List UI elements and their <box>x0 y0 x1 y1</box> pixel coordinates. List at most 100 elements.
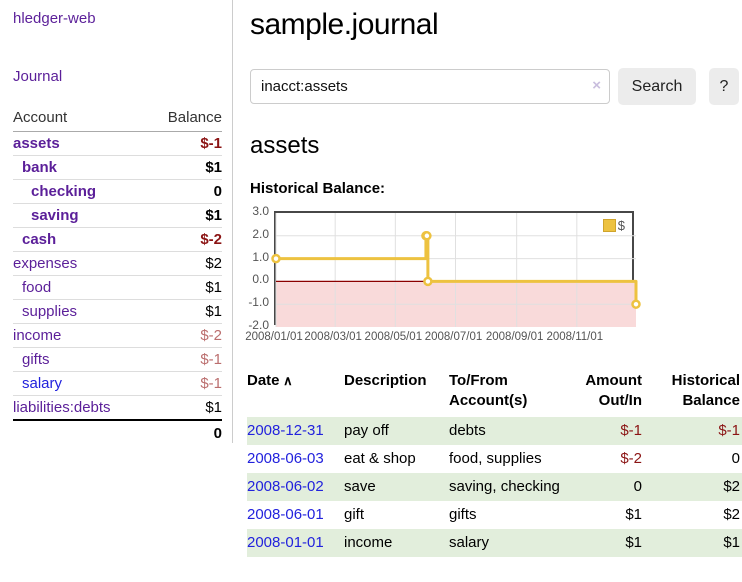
balance-chart-svg <box>271 213 641 327</box>
account-link[interactable]: assets <box>13 135 60 152</box>
x-axis-tick-label: 2008/09/01 <box>485 331 544 343</box>
account-balance: 0 <box>147 179 222 204</box>
transaction-date-link[interactable]: 2008-06-01 <box>247 506 324 523</box>
account-balance: $-1 <box>147 347 222 372</box>
sidebar: hledger-web Journal Account Balance asse… <box>0 0 233 446</box>
account-row: supplies $1 <box>13 299 222 324</box>
main-content: sample.journal × Search ? assets Histori… <box>245 0 742 557</box>
search-form: × Search ? <box>250 68 742 105</box>
balance-chart: 3.0 2.0 1.0 0.0 -1.0 -2.0 $ 2008/01/01 2008/03… <box>245 204 742 349</box>
sidebar-item-journal[interactable]: Journal <box>13 68 63 85</box>
transaction-balance: $2 <box>723 478 740 495</box>
x-axis-tick-label: 2008/01/01 <box>245 331 303 343</box>
transaction-description: gift <box>344 506 365 523</box>
account-row: checking 0 <box>13 179 222 204</box>
transaction-amount: 0 <box>633 478 642 495</box>
account-link[interactable]: salary <box>22 375 63 392</box>
account-balance: $-2 <box>147 323 222 348</box>
account-row: bank $1 <box>13 155 222 180</box>
account-link[interactable]: saving <box>31 207 79 224</box>
y-axis-tick-label: 2.0 <box>252 226 269 241</box>
transaction-date-link[interactable]: 2008-06-03 <box>247 450 324 467</box>
legend-swatch-icon <box>602 219 616 232</box>
account-link[interactable]: food <box>22 279 52 296</box>
account-balance: $1 <box>147 395 222 421</box>
transaction-accounts: debts <box>449 422 486 439</box>
sort-ascending-icon[interactable]: ∧ <box>279 373 293 388</box>
transaction-description: pay off <box>344 422 389 439</box>
register-table: Date ∧ Description To/From Account(s) Amoun… <box>247 369 742 557</box>
register-column-header: To/From Account(s) <box>449 372 528 409</box>
account-link[interactable]: income <box>13 327 62 344</box>
register-row: 2008-06-02 save saving, checking 0 $2 <box>247 473 742 501</box>
transaction-balance: $-1 <box>718 422 740 439</box>
register-column-header: Amount Out/In <box>585 372 642 409</box>
account-balance: $2 <box>147 251 222 276</box>
account-balance: $-2 <box>147 227 222 252</box>
account-row: liabilities:debts $1 <box>13 395 222 421</box>
account-link[interactable]: gifts <box>22 351 50 368</box>
transaction-balance: 0 <box>731 450 740 467</box>
transaction-date-link[interactable]: 2008-12-31 <box>247 422 324 439</box>
transaction-accounts: saving, checking <box>449 478 560 495</box>
account-column-header: Account <box>13 106 148 132</box>
transaction-amount: $-1 <box>620 422 642 439</box>
account-link[interactable]: expenses <box>13 255 78 272</box>
search-input[interactable] <box>250 69 610 104</box>
search-button[interactable]: Search <box>618 68 696 105</box>
chart-plot-area[interactable]: $ <box>271 211 641 327</box>
register-row: 2008-12-31 pay off debts $-1 $-1 <box>247 417 742 445</box>
transaction-date-link[interactable]: 2008-01-01 <box>247 534 324 551</box>
transaction-balance: $1 <box>723 534 740 551</box>
help-button[interactable]: ? <box>709 68 739 105</box>
register-row: 2008-06-03 eat & shop food, supplies $-2… <box>247 445 742 473</box>
transaction-accounts: salary <box>449 534 490 551</box>
x-axis-tick-label: 2008/03/01 <box>304 331 362 343</box>
account-link[interactable]: checking <box>31 183 97 200</box>
x-axis-tick-label: 2008/05/01 <box>364 331 423 343</box>
y-axis-tick-label: 0.0 <box>252 272 269 287</box>
transaction-description: income <box>344 534 393 551</box>
y-axis-tick-label: -1.0 <box>248 295 269 310</box>
y-axis-tick-label: 1.0 <box>252 249 269 264</box>
account-total-value: 0 <box>147 419 222 446</box>
app-title-link[interactable]: hledger-web <box>13 10 96 27</box>
register-row: 2008-01-01 income salary $1 $1 <box>247 529 742 557</box>
register-column-header[interactable]: Date ∧ <box>247 372 293 389</box>
transaction-amount: $1 <box>625 534 642 551</box>
register-header-row: Date ∧ Description To/From Account(s) Amoun… <box>247 369 742 417</box>
search-box: × <box>250 69 610 104</box>
account-row: assets $-1 <box>13 131 222 156</box>
account-link[interactable]: liabilities:debts <box>13 399 111 416</box>
transaction-balance: $2 <box>723 506 740 523</box>
x-axis-tick-label: 2008/11/01 <box>546 331 604 343</box>
account-row: expenses $2 <box>13 251 222 276</box>
register-row: 2008-06-01 gift gifts $1 $2 <box>247 501 742 529</box>
x-axis-tick-label: 2008/07/01 <box>424 331 483 343</box>
account-row: income $-2 <box>13 323 222 348</box>
account-link[interactable]: cash <box>22 231 57 248</box>
account-balance: $-1 <box>147 131 222 156</box>
transaction-description: eat & shop <box>344 450 416 467</box>
clear-search-icon[interactable]: × <box>592 77 601 94</box>
account-heading: assets <box>250 132 320 159</box>
chart-x-axis: 2008/01/01 2008/03/01 2008/05/01 2008/07/01… <box>245 331 638 347</box>
account-balance: $1 <box>147 275 222 300</box>
chart-title: Historical Balance: <box>250 180 386 197</box>
account-balance-table: Account Balance assets $-1 bank $1 check… <box>13 106 222 446</box>
account-row: food $1 <box>13 275 222 300</box>
transaction-accounts: gifts <box>449 506 477 523</box>
account-link[interactable]: supplies <box>22 303 78 320</box>
y-axis-tick-label: -2.0 <box>248 318 269 332</box>
register-column-header: Description <box>344 372 427 389</box>
transaction-description: save <box>344 478 376 495</box>
transaction-accounts: food, supplies <box>449 450 542 467</box>
account-row: salary $-1 <box>13 371 222 396</box>
balance-column-header: Balance <box>147 106 222 132</box>
transaction-amount: $1 <box>625 506 642 523</box>
account-link[interactable]: bank <box>22 159 58 176</box>
account-balance: $-1 <box>147 371 222 396</box>
account-table-body: assets $-1 bank $1 checking 0 saving $1 … <box>13 131 222 421</box>
transaction-date-link[interactable]: 2008-06-02 <box>247 478 324 495</box>
